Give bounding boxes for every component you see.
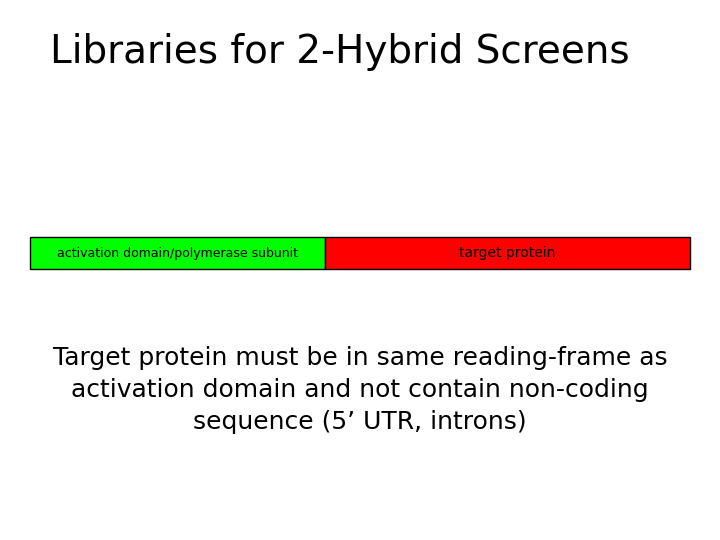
Text: target protein: target protein (459, 246, 556, 260)
Text: Target protein must be in same reading-frame as
activation domain and not contai: Target protein must be in same reading-f… (53, 346, 667, 434)
Bar (30, 237, 325, 269)
Text: activation domain/polymerase subunit: activation domain/polymerase subunit (57, 246, 298, 260)
Bar (325, 237, 690, 269)
Text: Libraries for 2-Hybrid Screens: Libraries for 2-Hybrid Screens (50, 33, 630, 71)
